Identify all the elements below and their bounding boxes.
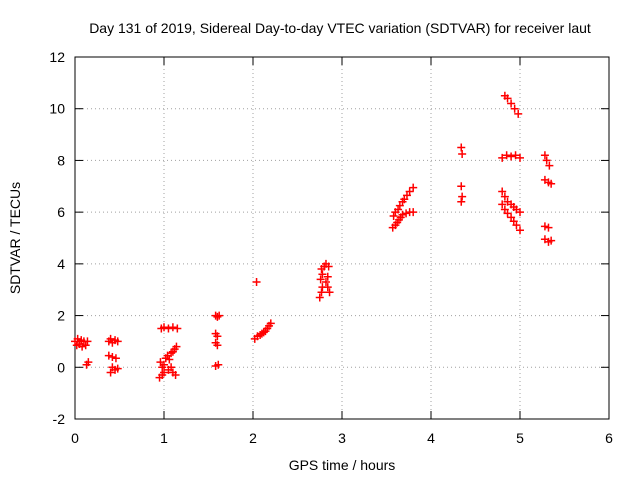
data-point <box>547 236 556 245</box>
data-point <box>106 334 115 343</box>
data-point <box>160 323 168 332</box>
data-point <box>500 192 509 201</box>
data-point <box>516 153 524 162</box>
data-point <box>457 143 466 152</box>
y-tick-label: 0 <box>57 359 65 375</box>
data-point <box>507 99 516 108</box>
data-point <box>507 152 516 161</box>
y-tick-label: 6 <box>57 204 65 220</box>
data-point <box>540 151 549 160</box>
data-point <box>111 354 120 363</box>
data-point <box>113 337 122 346</box>
data-point <box>113 364 122 373</box>
y-tick-label: -2 <box>53 411 66 427</box>
data-points <box>71 91 556 382</box>
data-point <box>402 209 411 218</box>
data-point <box>173 324 182 333</box>
data-point <box>83 337 92 346</box>
data-point <box>213 341 222 350</box>
data-point <box>458 149 467 158</box>
data-point <box>405 187 414 196</box>
data-point <box>323 272 332 281</box>
data-point <box>457 182 466 191</box>
y-axis-tick-labels: -2 0 2 4 6 8 10 12 <box>49 49 65 427</box>
data-point <box>315 293 324 302</box>
data-point <box>502 151 511 160</box>
data-point <box>317 288 326 297</box>
axis-ticks <box>74 56 610 420</box>
data-point <box>323 283 332 292</box>
data-point <box>259 328 268 337</box>
data-point <box>171 371 180 380</box>
data-point <box>214 360 223 369</box>
data-point <box>164 324 173 333</box>
x-axis-tick-labels: 0 1 2 3 4 5 6 <box>71 430 613 446</box>
data-point <box>389 212 398 221</box>
data-point <box>104 351 113 360</box>
data-point <box>167 363 176 372</box>
data-point <box>318 270 327 279</box>
data-point <box>324 262 333 271</box>
data-point <box>514 109 523 118</box>
data-point <box>321 277 330 286</box>
y-tick-label: 10 <box>49 101 65 117</box>
data-point <box>503 209 512 218</box>
data-point <box>544 223 553 232</box>
data-point <box>409 183 418 192</box>
x-axis-label: GPS time / hours <box>289 457 396 473</box>
data-point <box>266 319 275 328</box>
y-tick-label: 8 <box>57 152 65 168</box>
data-point <box>325 288 334 297</box>
data-point <box>498 153 507 162</box>
data-point <box>165 355 174 364</box>
data-point <box>172 342 181 351</box>
data-point <box>511 151 520 160</box>
data-point <box>498 200 507 209</box>
data-point <box>252 277 261 286</box>
data-point <box>542 156 551 165</box>
data-point <box>547 179 556 188</box>
y-tick-label: 4 <box>57 256 65 272</box>
x-tick-label: 3 <box>338 430 346 446</box>
data-point <box>84 358 93 367</box>
data-point <box>394 205 403 214</box>
y-tick-label: 2 <box>57 308 65 324</box>
data-point <box>168 323 177 332</box>
data-point <box>108 352 117 361</box>
data-point <box>215 311 224 320</box>
data-point <box>213 332 222 341</box>
x-tick-label: 4 <box>427 430 435 446</box>
data-point <box>458 192 467 201</box>
x-tick-label: 0 <box>71 430 79 446</box>
data-point <box>160 360 168 369</box>
data-point <box>498 187 507 196</box>
data-point <box>73 334 82 343</box>
x-tick-label: 1 <box>160 430 168 446</box>
data-point <box>106 368 115 377</box>
data-point <box>398 210 407 219</box>
data-point <box>510 104 519 113</box>
data-point <box>78 342 87 351</box>
data-point <box>540 222 549 231</box>
data-point <box>457 197 466 206</box>
y-tick-label: 12 <box>49 49 65 65</box>
data-point <box>545 161 554 170</box>
data-point <box>516 226 524 235</box>
x-tick-label: 6 <box>605 430 613 446</box>
data-point <box>213 312 222 321</box>
grid-lines <box>75 57 609 419</box>
x-tick-label: 5 <box>516 430 524 446</box>
x-tick-label: 2 <box>249 430 257 446</box>
data-point <box>409 208 418 217</box>
data-point <box>316 275 325 284</box>
data-point <box>81 341 90 350</box>
y-axis-label: SDTVAR / TECUs <box>7 182 23 294</box>
chart-title: Day 131 of 2019, Sidereal Day-to-day VTE… <box>89 20 591 36</box>
data-point <box>512 221 521 230</box>
data-point <box>503 94 512 103</box>
data-point <box>516 208 524 217</box>
data-point <box>160 368 168 377</box>
data-point <box>167 349 176 358</box>
